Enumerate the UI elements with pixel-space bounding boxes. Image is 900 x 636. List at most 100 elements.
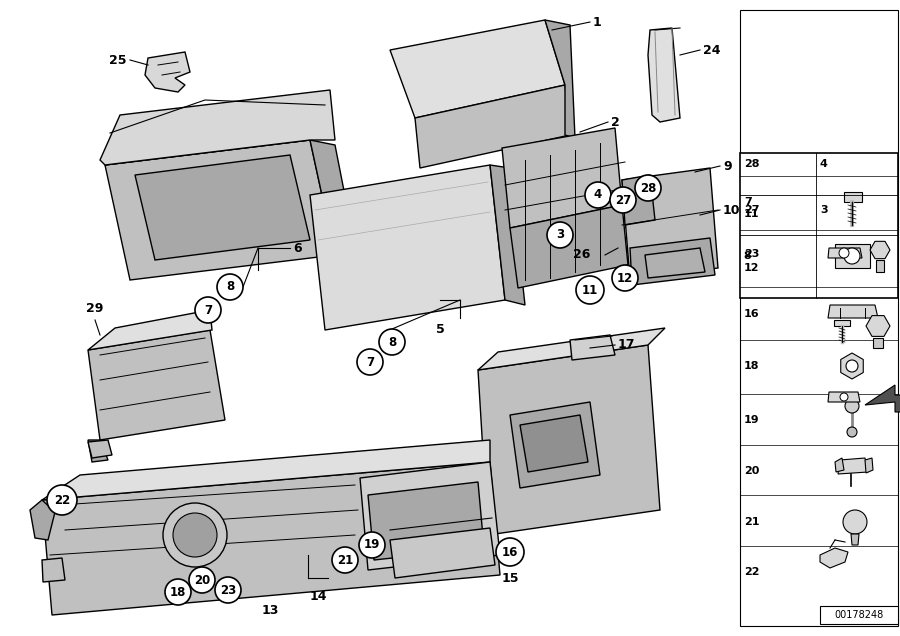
Polygon shape — [622, 168, 718, 280]
Polygon shape — [851, 534, 859, 545]
Text: 3: 3 — [556, 228, 564, 242]
Text: 11: 11 — [582, 284, 599, 296]
Circle shape — [47, 485, 77, 515]
Text: 5: 5 — [436, 323, 445, 336]
Polygon shape — [838, 458, 868, 474]
Text: 27: 27 — [615, 193, 631, 207]
Polygon shape — [30, 500, 55, 540]
Text: 28: 28 — [743, 159, 760, 169]
Text: 22: 22 — [743, 567, 760, 577]
Polygon shape — [828, 392, 860, 402]
Polygon shape — [520, 415, 588, 472]
Polygon shape — [622, 175, 655, 225]
Polygon shape — [310, 140, 358, 262]
Polygon shape — [360, 462, 500, 570]
Text: 4: 4 — [594, 188, 602, 202]
Circle shape — [840, 393, 848, 401]
Text: 23: 23 — [220, 583, 236, 597]
Circle shape — [379, 329, 405, 355]
Text: 23: 23 — [743, 249, 760, 259]
Circle shape — [163, 503, 227, 567]
Text: 12: 12 — [616, 272, 633, 284]
Circle shape — [173, 513, 217, 557]
Text: 18: 18 — [743, 361, 760, 371]
Text: 8: 8 — [226, 280, 234, 293]
Text: 11: 11 — [743, 209, 760, 219]
Text: 20: 20 — [194, 574, 210, 586]
Polygon shape — [310, 165, 505, 330]
Polygon shape — [835, 244, 870, 268]
Polygon shape — [510, 402, 600, 488]
Polygon shape — [545, 20, 575, 138]
Text: 19: 19 — [743, 415, 760, 425]
Polygon shape — [42, 462, 500, 615]
Circle shape — [215, 577, 241, 603]
Text: 10: 10 — [723, 204, 741, 216]
Polygon shape — [478, 328, 665, 370]
Circle shape — [217, 274, 243, 300]
Polygon shape — [835, 458, 844, 472]
Text: 7: 7 — [204, 303, 212, 317]
Circle shape — [165, 579, 191, 605]
Circle shape — [845, 399, 859, 413]
Circle shape — [357, 349, 383, 375]
Bar — [740, 10, 898, 626]
Text: 7: 7 — [366, 356, 374, 368]
Polygon shape — [88, 440, 108, 462]
Text: 4: 4 — [820, 159, 828, 169]
Circle shape — [496, 538, 524, 566]
Text: 19: 19 — [364, 539, 380, 551]
Polygon shape — [390, 20, 565, 118]
Text: 26: 26 — [572, 249, 590, 261]
Polygon shape — [870, 241, 890, 259]
Text: 13: 13 — [261, 604, 279, 617]
Polygon shape — [866, 315, 890, 336]
Polygon shape — [100, 90, 335, 165]
Text: 24: 24 — [703, 43, 721, 57]
Polygon shape — [390, 528, 495, 578]
Text: 8: 8 — [388, 336, 396, 349]
Polygon shape — [828, 305, 878, 318]
Circle shape — [189, 567, 215, 593]
Text: 8: 8 — [743, 251, 752, 261]
Circle shape — [332, 547, 358, 573]
Polygon shape — [841, 353, 863, 379]
Polygon shape — [645, 248, 705, 278]
Polygon shape — [648, 28, 680, 122]
Text: 7: 7 — [743, 197, 752, 207]
Polygon shape — [42, 440, 490, 500]
Circle shape — [844, 248, 860, 264]
Text: 22: 22 — [54, 494, 70, 506]
Text: 20: 20 — [743, 466, 760, 476]
Text: 14: 14 — [310, 590, 328, 603]
Polygon shape — [135, 155, 310, 260]
Circle shape — [576, 276, 604, 304]
Circle shape — [610, 187, 636, 213]
Polygon shape — [145, 52, 190, 92]
Bar — [740, 153, 898, 298]
Polygon shape — [415, 85, 570, 168]
Polygon shape — [834, 320, 850, 326]
Text: 27: 27 — [743, 205, 760, 215]
Polygon shape — [844, 192, 862, 202]
Polygon shape — [876, 260, 884, 272]
Polygon shape — [510, 205, 628, 288]
Polygon shape — [630, 238, 715, 285]
Circle shape — [585, 182, 611, 208]
Text: 3: 3 — [820, 205, 827, 215]
Polygon shape — [490, 165, 525, 305]
Text: 21: 21 — [337, 553, 353, 567]
Circle shape — [843, 510, 867, 534]
Polygon shape — [828, 248, 862, 258]
Text: 17: 17 — [618, 338, 635, 352]
Circle shape — [846, 360, 858, 372]
Text: 2: 2 — [611, 116, 620, 128]
Polygon shape — [865, 385, 900, 412]
Circle shape — [547, 222, 573, 248]
Polygon shape — [570, 335, 615, 360]
Text: 9: 9 — [723, 160, 732, 172]
Circle shape — [359, 532, 385, 558]
Polygon shape — [105, 140, 335, 280]
Text: 16: 16 — [743, 308, 760, 319]
Bar — [820, 606, 898, 624]
